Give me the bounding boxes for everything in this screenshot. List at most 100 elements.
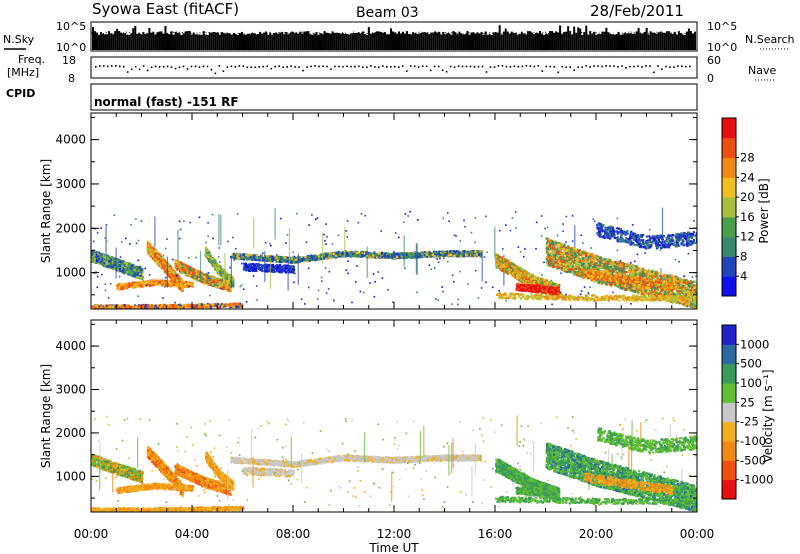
data-cell [156, 282, 160, 286]
data-cell [208, 303, 212, 306]
data-cell [193, 268, 196, 271]
nsky-bar [371, 32, 374, 50]
data-cell [124, 305, 128, 308]
data-cell [218, 283, 222, 286]
freq-dot [150, 66, 153, 69]
nsky-bar [180, 34, 183, 50]
data-cell [205, 303, 209, 307]
nsky-bar [542, 34, 545, 50]
nsky-bar [353, 33, 356, 50]
data-cell [157, 262, 161, 266]
nsky-bar [657, 32, 660, 50]
data-cell [213, 277, 216, 280]
data-cell [118, 258, 121, 262]
nsky-bar [373, 32, 376, 50]
data-cell [229, 274, 232, 277]
data-cell [258, 258, 261, 261]
data-cell [459, 255, 463, 258]
data-cell [221, 282, 224, 286]
data-cell [222, 279, 225, 282]
data-cell [252, 257, 255, 260]
data-cell [193, 304, 196, 307]
data-cell [103, 262, 106, 265]
data-cell [232, 284, 235, 288]
data-cell [176, 281, 179, 284]
nsky-bar [311, 34, 314, 50]
data-cell [113, 307, 116, 309]
data-cell [208, 277, 212, 280]
data-cell [214, 304, 217, 307]
data-cell [191, 284, 194, 287]
freq-dot [585, 65, 587, 67]
data-cell [214, 285, 218, 289]
data-cell [217, 272, 220, 275]
data-cell [171, 306, 175, 309]
nsky-bar [176, 32, 179, 50]
nsky-bar [178, 33, 181, 50]
data-cell [126, 305, 129, 309]
nsky-bar [396, 33, 399, 50]
nsky-bar [269, 32, 272, 50]
data-cell [204, 282, 207, 285]
data-cell [178, 263, 181, 266]
nsky-bar [641, 33, 644, 50]
nsky-bar [120, 32, 123, 50]
data-cell [164, 261, 167, 264]
data-cell [172, 303, 175, 307]
freq-dot [95, 66, 97, 68]
data-cell [363, 250, 367, 254]
data-cell [198, 303, 201, 306]
freq-dot [326, 65, 328, 68]
data-cell [163, 270, 167, 273]
data-cell [211, 303, 214, 306]
data-cell [176, 263, 180, 266]
nsky-bar [677, 31, 680, 50]
data-cell [264, 258, 267, 262]
freq-dot [142, 65, 145, 67]
data-cell [151, 306, 154, 309]
data-cell [159, 261, 162, 264]
data-cell [304, 256, 307, 259]
data-cell [121, 304, 124, 307]
data-cell [227, 276, 231, 279]
data-cell [310, 259, 314, 262]
count-tick-high-left: 10^5 [56, 20, 86, 33]
freq-dot [493, 66, 496, 68]
nave-label: Nave [748, 64, 776, 77]
nsky-bar [240, 31, 243, 50]
data-cell [138, 266, 141, 269]
data-cell [216, 270, 219, 273]
nsky-bar [464, 34, 467, 50]
data-cell [124, 271, 127, 274]
nsky-bar [166, 33, 169, 50]
freq-dot [477, 65, 480, 68]
data-cell [178, 261, 181, 264]
freq-dot [242, 65, 245, 68]
freq-dot [433, 65, 436, 68]
data-cell [160, 259, 163, 262]
nsky-bar [289, 32, 292, 50]
data-cell [385, 253, 388, 257]
nsky-bar [377, 31, 380, 50]
nsky-bar [222, 33, 225, 50]
data-cell [240, 303, 243, 306]
nsky-bar [349, 33, 352, 50]
freq-dot [162, 65, 165, 68]
cpid-panel-frame [90, 83, 698, 111]
data-cell [281, 260, 284, 263]
data-cell [147, 281, 150, 284]
data-cell [204, 246, 208, 249]
nsky-bar [591, 33, 594, 50]
nsky-bar [613, 34, 616, 50]
data-cell [226, 284, 229, 287]
data-cell [182, 306, 185, 309]
data-cell [223, 286, 226, 290]
nsky-bar [355, 32, 358, 50]
nsky-bar [655, 33, 658, 50]
nsky-bar [553, 33, 556, 50]
data-cell [144, 304, 148, 307]
nsky-bar [619, 34, 622, 50]
data-cell [140, 276, 143, 279]
nsky-bar [245, 34, 248, 50]
data-cell [208, 305, 211, 308]
